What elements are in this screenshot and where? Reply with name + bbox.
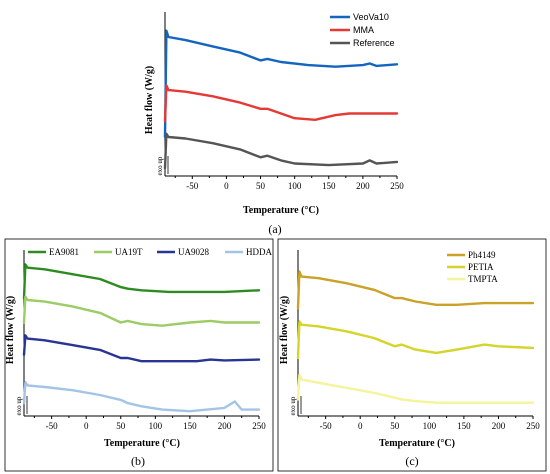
plot-area-b: -50 0 50 100 150 200 250 exo up EA9081 UA19T UA902… — [15, 247, 272, 431]
plot-area-c: -50 0 50 100 150 200 250 exo up Ph4149 PETIA TMPTA — [289, 250, 540, 431]
legend-label-ea9081: EA9081 — [49, 247, 79, 257]
legend-label-ph4149: Ph4149 — [468, 250, 496, 260]
legend-label-ua19t: UA19T — [115, 247, 143, 257]
x-tick-label-a-5: 200 — [356, 181, 370, 191]
x-tick-label-a-2: 50 — [256, 181, 266, 191]
x-tick-label-c-5: 200 — [492, 421, 506, 431]
x-tick-label-a-4: 150 — [322, 181, 336, 191]
x-axis-title-b: Temperature (°C) — [104, 438, 180, 449]
plot-area-a: -50 0 50 100 150 200 250 exo up VeoVa10 MMA Refere… — [156, 12, 404, 191]
legend-label-tmpta: TMPTA — [468, 274, 498, 284]
y-axis-title-a: Heat flow (W/g) — [144, 66, 155, 134]
x-tick-label-c-6: 250 — [526, 421, 540, 431]
y-axis-title-c: Heat flow (W/g) — [279, 296, 290, 364]
series-line-ph4149 — [296, 270, 535, 310]
x-tick-label-b-6: 250 — [252, 421, 266, 431]
x-tick-label-b-5: 200 — [218, 421, 232, 431]
legend-label-ua9028: UA9028 — [178, 247, 209, 257]
exo-up-label-c: exo up — [289, 396, 297, 415]
series-line-petia — [296, 320, 535, 360]
x-tick-label-c-2: 50 — [390, 421, 400, 431]
x-tick-label-a-3: 100 — [288, 181, 302, 191]
panel-label-c: (c) — [405, 454, 418, 468]
x-tick-label-a-1: 0 — [224, 181, 229, 191]
x-tick-label-b-1: 0 — [84, 421, 89, 431]
legend-label-reference: Reference — [353, 38, 395, 48]
series-line-ua19t — [22, 295, 261, 327]
series-line-tmpta — [296, 373, 535, 404]
x-tick-label-b-2: 50 — [116, 421, 126, 431]
legend-label-hdda: HDDA — [246, 247, 272, 257]
x-tick-label-b-0: -50 — [46, 421, 58, 431]
exo-up-label-b: exo up — [15, 396, 23, 415]
series-line-ua9028 — [22, 334, 261, 363]
x-tick-label-a-0: -50 — [186, 181, 198, 191]
chart-panel-a: -50 0 50 100 150 200 250 exo up VeoVa10 MMA Refere… — [144, 12, 404, 236]
x-axis-title-c: Temperature (°C) — [379, 438, 455, 449]
x-tick-label-c-4: 150 — [457, 421, 471, 431]
y-axis-title-b: Heat flow (W/g) — [5, 296, 16, 364]
x-tick-label-a-6: 250 — [390, 181, 404, 191]
series-line-hdda — [22, 381, 261, 413]
frame-b — [4, 238, 274, 472]
legend-label-petia: PETIA — [468, 262, 494, 272]
chart-panel-c: -50 0 50 100 150 200 250 exo up Ph4149 PETIA TMPTA… — [277, 238, 547, 472]
legend-label-veova10: VeoVa10 — [353, 12, 389, 22]
panel-label-a: (a) — [268, 222, 281, 236]
series-line-reference — [163, 132, 399, 170]
x-axis-title-a: Temperature (°C) — [243, 205, 319, 216]
x-tick-label-c-1: 0 — [358, 421, 363, 431]
x-tick-label-c-3: 100 — [423, 421, 437, 431]
series-line-ea9081 — [22, 263, 261, 300]
x-tick-label-b-3: 100 — [149, 421, 163, 431]
series-line-veova10 — [163, 29, 399, 139]
series-line-mma — [163, 84, 399, 123]
exo-up-label-a: exo up — [156, 156, 164, 175]
x-tick-label-c-0: -50 — [320, 421, 332, 431]
frame-c — [277, 238, 547, 472]
panel-label-b: (b) — [131, 454, 145, 468]
chart-panel-b: -50 0 50 100 150 200 250 exo up EA9081 UA19T UA902… — [4, 238, 274, 472]
x-tick-label-b-4: 150 — [183, 421, 197, 431]
legend-label-mma: MMA — [353, 25, 374, 35]
